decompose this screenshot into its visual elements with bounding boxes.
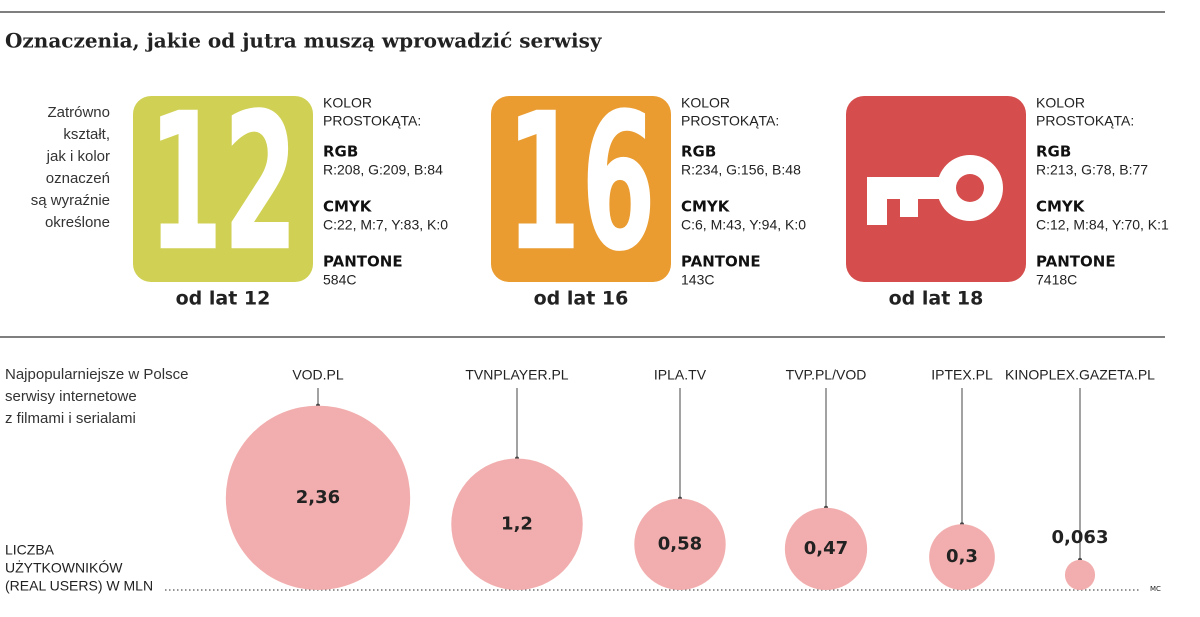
value-label: 0,063 (1052, 527, 1109, 548)
rating-label: od lat 18 (889, 288, 984, 310)
rating-symbol: 16 (506, 72, 656, 293)
value-label: 2,36 (296, 487, 340, 508)
bubble (929, 524, 995, 590)
color-title: PROSTOKĄTA: (1036, 113, 1134, 129)
key-icon (867, 155, 1003, 225)
value-label: 1,2 (501, 513, 533, 534)
intro-line: określone (45, 214, 110, 231)
spec-heading: PANTONE (1036, 253, 1116, 271)
intro-line: Zatrówno (47, 104, 110, 121)
spec-value: 7418C (1036, 272, 1077, 288)
rating-symbol: 12 (148, 72, 298, 293)
value-axis-label: LICZBA (5, 542, 55, 558)
value-axis-label: (REAL USERS) W MLN (5, 578, 153, 594)
category-label: KINOPLEX.GAZETA.PL (1005, 367, 1155, 383)
spec-heading: PANTONE (681, 253, 761, 271)
chart-subtitle: z filmami i serialami (5, 410, 136, 427)
category-label: IPTEX.PL (931, 367, 993, 383)
rating-label: od lat 12 (176, 288, 271, 310)
color-title: KOLOR (323, 95, 372, 111)
spec-heading: CMYK (323, 198, 373, 216)
spec-value: 584C (323, 272, 356, 288)
color-title: KOLOR (1036, 95, 1085, 111)
color-title: PROSTOKĄTA: (681, 113, 779, 129)
spec-value: C:22, M:7, Y:83, K:0 (323, 217, 448, 233)
value-axis-label: UŻYTKOWNIKÓW (5, 559, 123, 576)
intro-line: jak i kolor (46, 148, 110, 165)
spec-heading: CMYK (1036, 198, 1086, 216)
value-label: 0,47 (804, 538, 848, 559)
spec-heading: RGB (323, 143, 358, 161)
color-title: KOLOR (681, 95, 730, 111)
rating-box (491, 96, 671, 282)
value-label: 0,58 (658, 533, 702, 554)
spec-heading: PANTONE (323, 253, 403, 271)
spec-heading: RGB (1036, 143, 1071, 161)
bubble (634, 498, 726, 590)
category-label: VOD.PL (292, 367, 344, 383)
bubble (784, 507, 868, 590)
spec-heading: RGB (681, 143, 716, 161)
bubble (225, 405, 411, 590)
spec-value: R:234, G:156, B:48 (681, 162, 801, 178)
spec-heading: CMYK (681, 198, 731, 216)
spec-value: 143C (681, 272, 714, 288)
category-label: IPLA.TV (654, 367, 707, 383)
category-label: TVNPLAYER.PL (465, 367, 568, 383)
title: Oznaczenia, jakie od jutra muszą wprowad… (5, 29, 603, 53)
spec-value: R:208, G:209, B:84 (323, 162, 443, 178)
value-label: 0,3 (946, 546, 978, 567)
intro-line: kształt, (63, 126, 110, 143)
spec-value: C:6, M:43, Y:94, K:0 (681, 217, 806, 233)
rating-box (133, 96, 313, 282)
intro-line: są wyraźnie (31, 192, 110, 209)
chart-subtitle: serwisy internetowe (5, 388, 137, 405)
color-title: PROSTOKĄTA: (323, 113, 421, 129)
spec-value: R:213, G:78, B:77 (1036, 162, 1148, 178)
intro-line: oznaczeń (46, 170, 110, 187)
rating-label: od lat 16 (534, 288, 629, 310)
bubble (451, 458, 583, 590)
category-label: TVP.PL/VOD (786, 367, 867, 383)
spec-value: C:12, M:84, Y:70, K:1 (1036, 217, 1169, 233)
chart-subtitle: Najpopularniejsze w Polsce (5, 366, 188, 383)
credit: MC (1150, 585, 1161, 593)
bubble (1064, 559, 1096, 590)
